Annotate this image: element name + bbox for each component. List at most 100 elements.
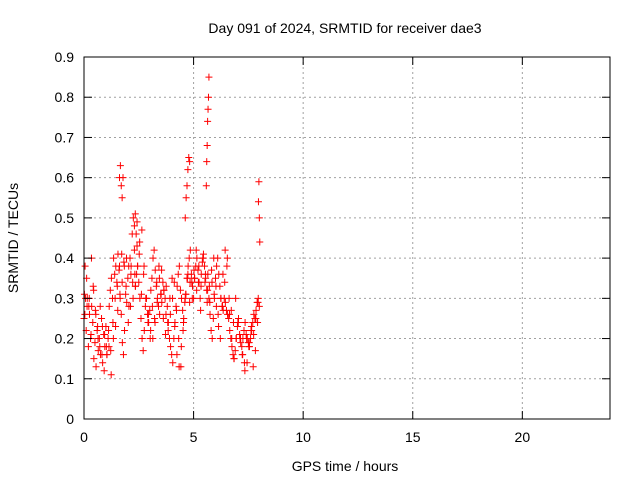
data-point [100,367,108,375]
y-tick-label: 0.9 [55,49,75,65]
data-point [163,302,171,310]
data-point [212,302,220,310]
data-point [175,335,183,343]
data-point [177,343,185,351]
data-point [133,218,141,226]
x-tick-label: 5 [190,429,198,445]
data-point [204,105,212,113]
data-point [159,314,167,322]
data-point [96,302,104,310]
data-point [144,318,152,326]
x-tick-label: 20 [515,429,531,445]
y-tick-label: 0.8 [55,89,75,105]
data-point [148,302,156,310]
data-point [132,230,140,238]
data-point [190,274,198,282]
data-points [80,73,264,379]
data-point [254,198,262,206]
data-point [238,343,246,351]
data-point [107,274,115,282]
data-point [251,347,259,355]
data-point [173,282,181,290]
data-point [144,310,152,318]
data-point [210,254,218,262]
data-point [101,331,109,339]
data-point [116,162,124,170]
data-point [208,335,216,343]
data-point [168,274,176,282]
data-point [169,359,177,367]
data-point [207,327,215,335]
data-point [223,262,231,270]
data-point [250,331,258,339]
data-point [109,335,117,343]
data-point [109,318,117,326]
data-point [254,318,262,326]
data-point [155,302,163,310]
data-point [169,294,177,302]
data-point [174,270,182,278]
data-point [140,262,148,270]
y-tick-label: 0 [66,411,74,427]
data-point [229,351,237,359]
data-point [90,286,98,294]
data-point [256,238,264,246]
data-point [225,294,233,302]
data-point [131,282,139,290]
data-point [135,250,143,258]
data-point [118,250,126,258]
data-point [114,306,122,314]
data-point [239,351,247,359]
data-point [223,254,231,262]
data-point [118,339,126,347]
data-point [98,322,106,330]
data-point [186,158,194,166]
grid [84,57,610,419]
data-point [92,363,100,371]
data-point [96,343,104,351]
data-point [201,278,209,286]
data-point [197,282,205,290]
data-point [219,302,227,310]
data-point [255,302,263,310]
data-point [135,278,143,286]
data-point [87,331,95,339]
data-point [184,262,192,270]
chart-title: Day 091 of 2024, SRMTID for receiver dae… [208,20,481,36]
data-point [117,182,125,190]
data-point [188,294,196,302]
data-point [117,310,125,318]
data-point [196,294,204,302]
data-point [226,310,234,318]
data-point [164,318,172,326]
data-point [94,347,102,355]
data-point [126,302,134,310]
y-tick-label: 0.5 [55,210,75,226]
data-point [175,262,183,270]
data-point [106,286,114,294]
data-point [249,363,257,371]
data-point [217,294,225,302]
data-point [112,322,120,330]
x-tick-label: 10 [295,429,311,445]
data-point [236,335,244,343]
data-point [141,302,149,310]
x-tick-label: 0 [80,429,88,445]
data-point [216,335,224,343]
data-point [213,262,221,270]
data-point [119,174,127,182]
data-point [129,278,137,286]
data-point [219,270,227,278]
data-point [203,141,211,149]
plot-frame [83,56,611,420]
data-point [137,290,145,298]
data-point [130,246,138,254]
data-point [153,298,161,306]
data-point [232,294,240,302]
data-point [221,278,229,286]
data-point [225,314,233,322]
data-point [181,214,189,222]
data-point [206,310,214,318]
data-point [250,310,258,318]
